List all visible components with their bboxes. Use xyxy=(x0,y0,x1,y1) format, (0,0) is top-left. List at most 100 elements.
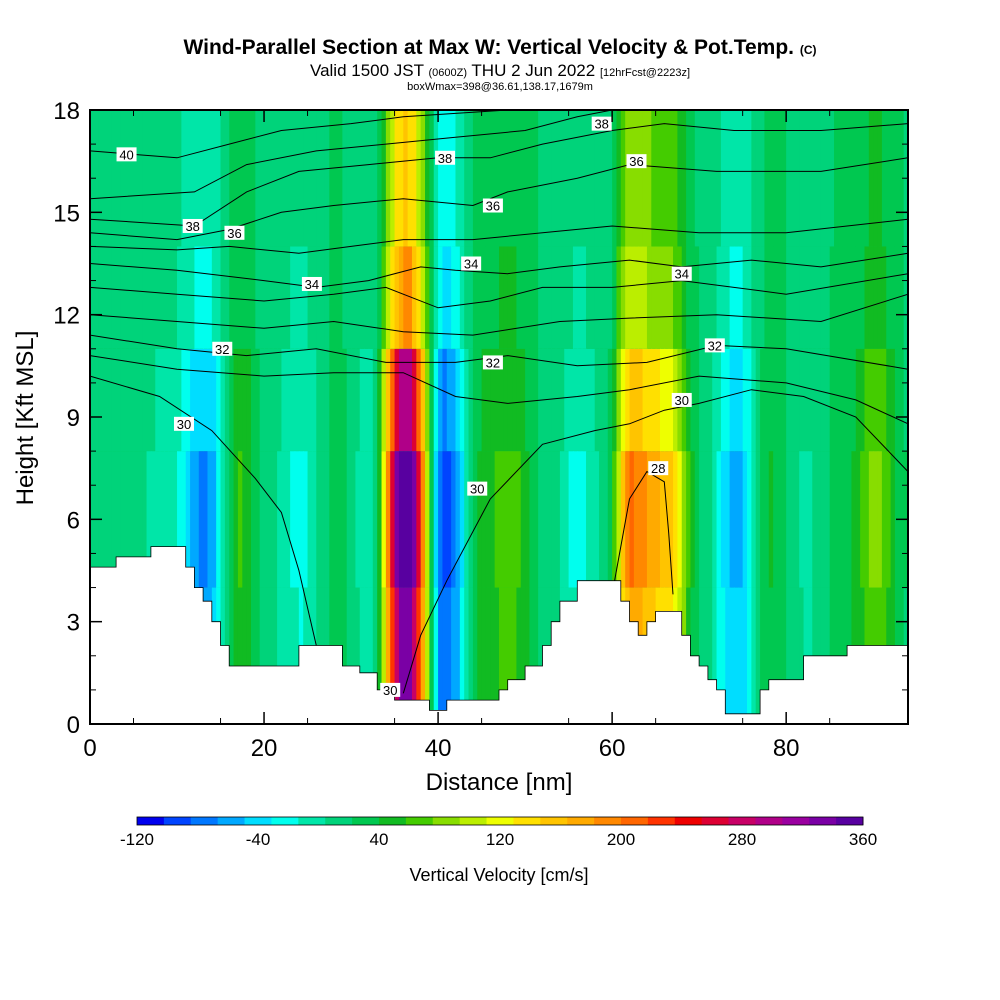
field-cell xyxy=(720,451,727,588)
field-cell xyxy=(429,451,435,588)
field-cell xyxy=(198,110,204,247)
field-cell xyxy=(646,246,653,349)
field-cell xyxy=(172,348,178,452)
field-cell xyxy=(294,587,300,724)
field-cell xyxy=(451,451,457,588)
field-cell xyxy=(690,110,696,247)
field-cell xyxy=(690,246,696,349)
field-cell xyxy=(429,110,435,247)
field-cell xyxy=(181,451,187,588)
contour-label-box xyxy=(116,147,137,162)
field-cell xyxy=(259,348,265,452)
field-cell xyxy=(738,246,744,349)
field-cell xyxy=(659,451,666,588)
box-wmax: boxWmax=398@36.61,138.17,1679m xyxy=(407,81,593,93)
field-cell xyxy=(520,348,526,452)
field-cell xyxy=(860,110,866,247)
field-cell xyxy=(855,451,861,588)
field-cell xyxy=(324,246,331,349)
field-cell xyxy=(451,348,457,452)
field-cell xyxy=(703,246,709,349)
field-cell xyxy=(351,451,357,588)
field-cell xyxy=(224,451,231,588)
field-cell xyxy=(425,587,431,724)
field-cell xyxy=(742,451,748,588)
field-cell xyxy=(103,110,109,247)
field-cell xyxy=(790,110,796,247)
field-cell xyxy=(551,246,557,349)
field-cell xyxy=(377,587,383,724)
field-cell xyxy=(564,246,570,349)
colorbar-swatch xyxy=(137,817,165,825)
field-cell xyxy=(738,451,744,588)
field-cell xyxy=(246,451,252,588)
field-cell xyxy=(538,451,544,588)
field-cell xyxy=(668,348,674,452)
field-cell xyxy=(733,451,740,588)
field-cell xyxy=(333,246,339,349)
field-cell xyxy=(903,246,908,349)
field-cell xyxy=(733,587,740,724)
contour-label: 36 xyxy=(486,199,500,214)
field-cell xyxy=(159,348,165,452)
field-cell xyxy=(220,348,226,452)
field-cell xyxy=(520,246,526,349)
contour-label: 34 xyxy=(464,257,478,272)
field-cell xyxy=(677,110,683,247)
field-cell xyxy=(381,451,387,588)
field-cell xyxy=(847,451,853,588)
field-cell xyxy=(250,348,257,452)
theta-contours xyxy=(90,110,908,694)
field-cell xyxy=(107,348,113,452)
field-cell xyxy=(760,348,766,452)
field-cell xyxy=(507,451,513,588)
colorbar: -120 -40 40 120 200 280 360 xyxy=(120,816,877,849)
field-cell xyxy=(163,246,170,349)
field-cell xyxy=(825,110,831,247)
field-cell xyxy=(716,451,722,588)
field-cell xyxy=(546,246,553,349)
field-cell xyxy=(468,451,474,588)
contour-label-box xyxy=(648,461,669,476)
field-cell xyxy=(285,110,291,247)
field-cell xyxy=(190,110,196,247)
field-cell xyxy=(599,246,605,349)
field-cell xyxy=(838,246,844,349)
field-cell xyxy=(890,246,896,349)
field-cell xyxy=(855,110,861,247)
field-cell xyxy=(372,246,378,349)
field-cell xyxy=(781,246,787,349)
field-cell xyxy=(455,587,461,724)
field-cell xyxy=(464,587,470,724)
field-cell xyxy=(712,246,718,349)
field-cell xyxy=(103,246,109,349)
field-cell xyxy=(890,451,896,588)
colorbar-swatch xyxy=(163,817,192,825)
valid-time: Valid 1500 JST (0600Z) THU 2 Jun 2022 [1… xyxy=(0,62,1000,82)
field-cell xyxy=(512,348,518,452)
field-cell xyxy=(259,110,265,247)
field-cell xyxy=(838,348,844,452)
field-cell xyxy=(485,246,492,349)
field-cell xyxy=(825,348,831,452)
field-cell xyxy=(633,348,640,452)
field-cell xyxy=(377,246,383,349)
field-cell xyxy=(490,451,496,588)
contour-label-box xyxy=(182,218,203,233)
field-cell xyxy=(346,451,352,588)
field-cell xyxy=(664,348,670,452)
field-cell xyxy=(146,110,152,247)
field-cell xyxy=(216,348,222,452)
field-cell xyxy=(168,451,174,588)
field-cell xyxy=(777,451,783,588)
field-cell xyxy=(538,246,544,349)
field-cell xyxy=(568,451,574,588)
y-tick-label: 6 xyxy=(67,507,80,534)
field-cell xyxy=(590,451,596,588)
field-cell xyxy=(150,348,157,452)
field-cell xyxy=(581,110,587,247)
field-cell xyxy=(425,451,431,588)
field-cell xyxy=(411,451,418,588)
field-cell xyxy=(294,348,300,452)
